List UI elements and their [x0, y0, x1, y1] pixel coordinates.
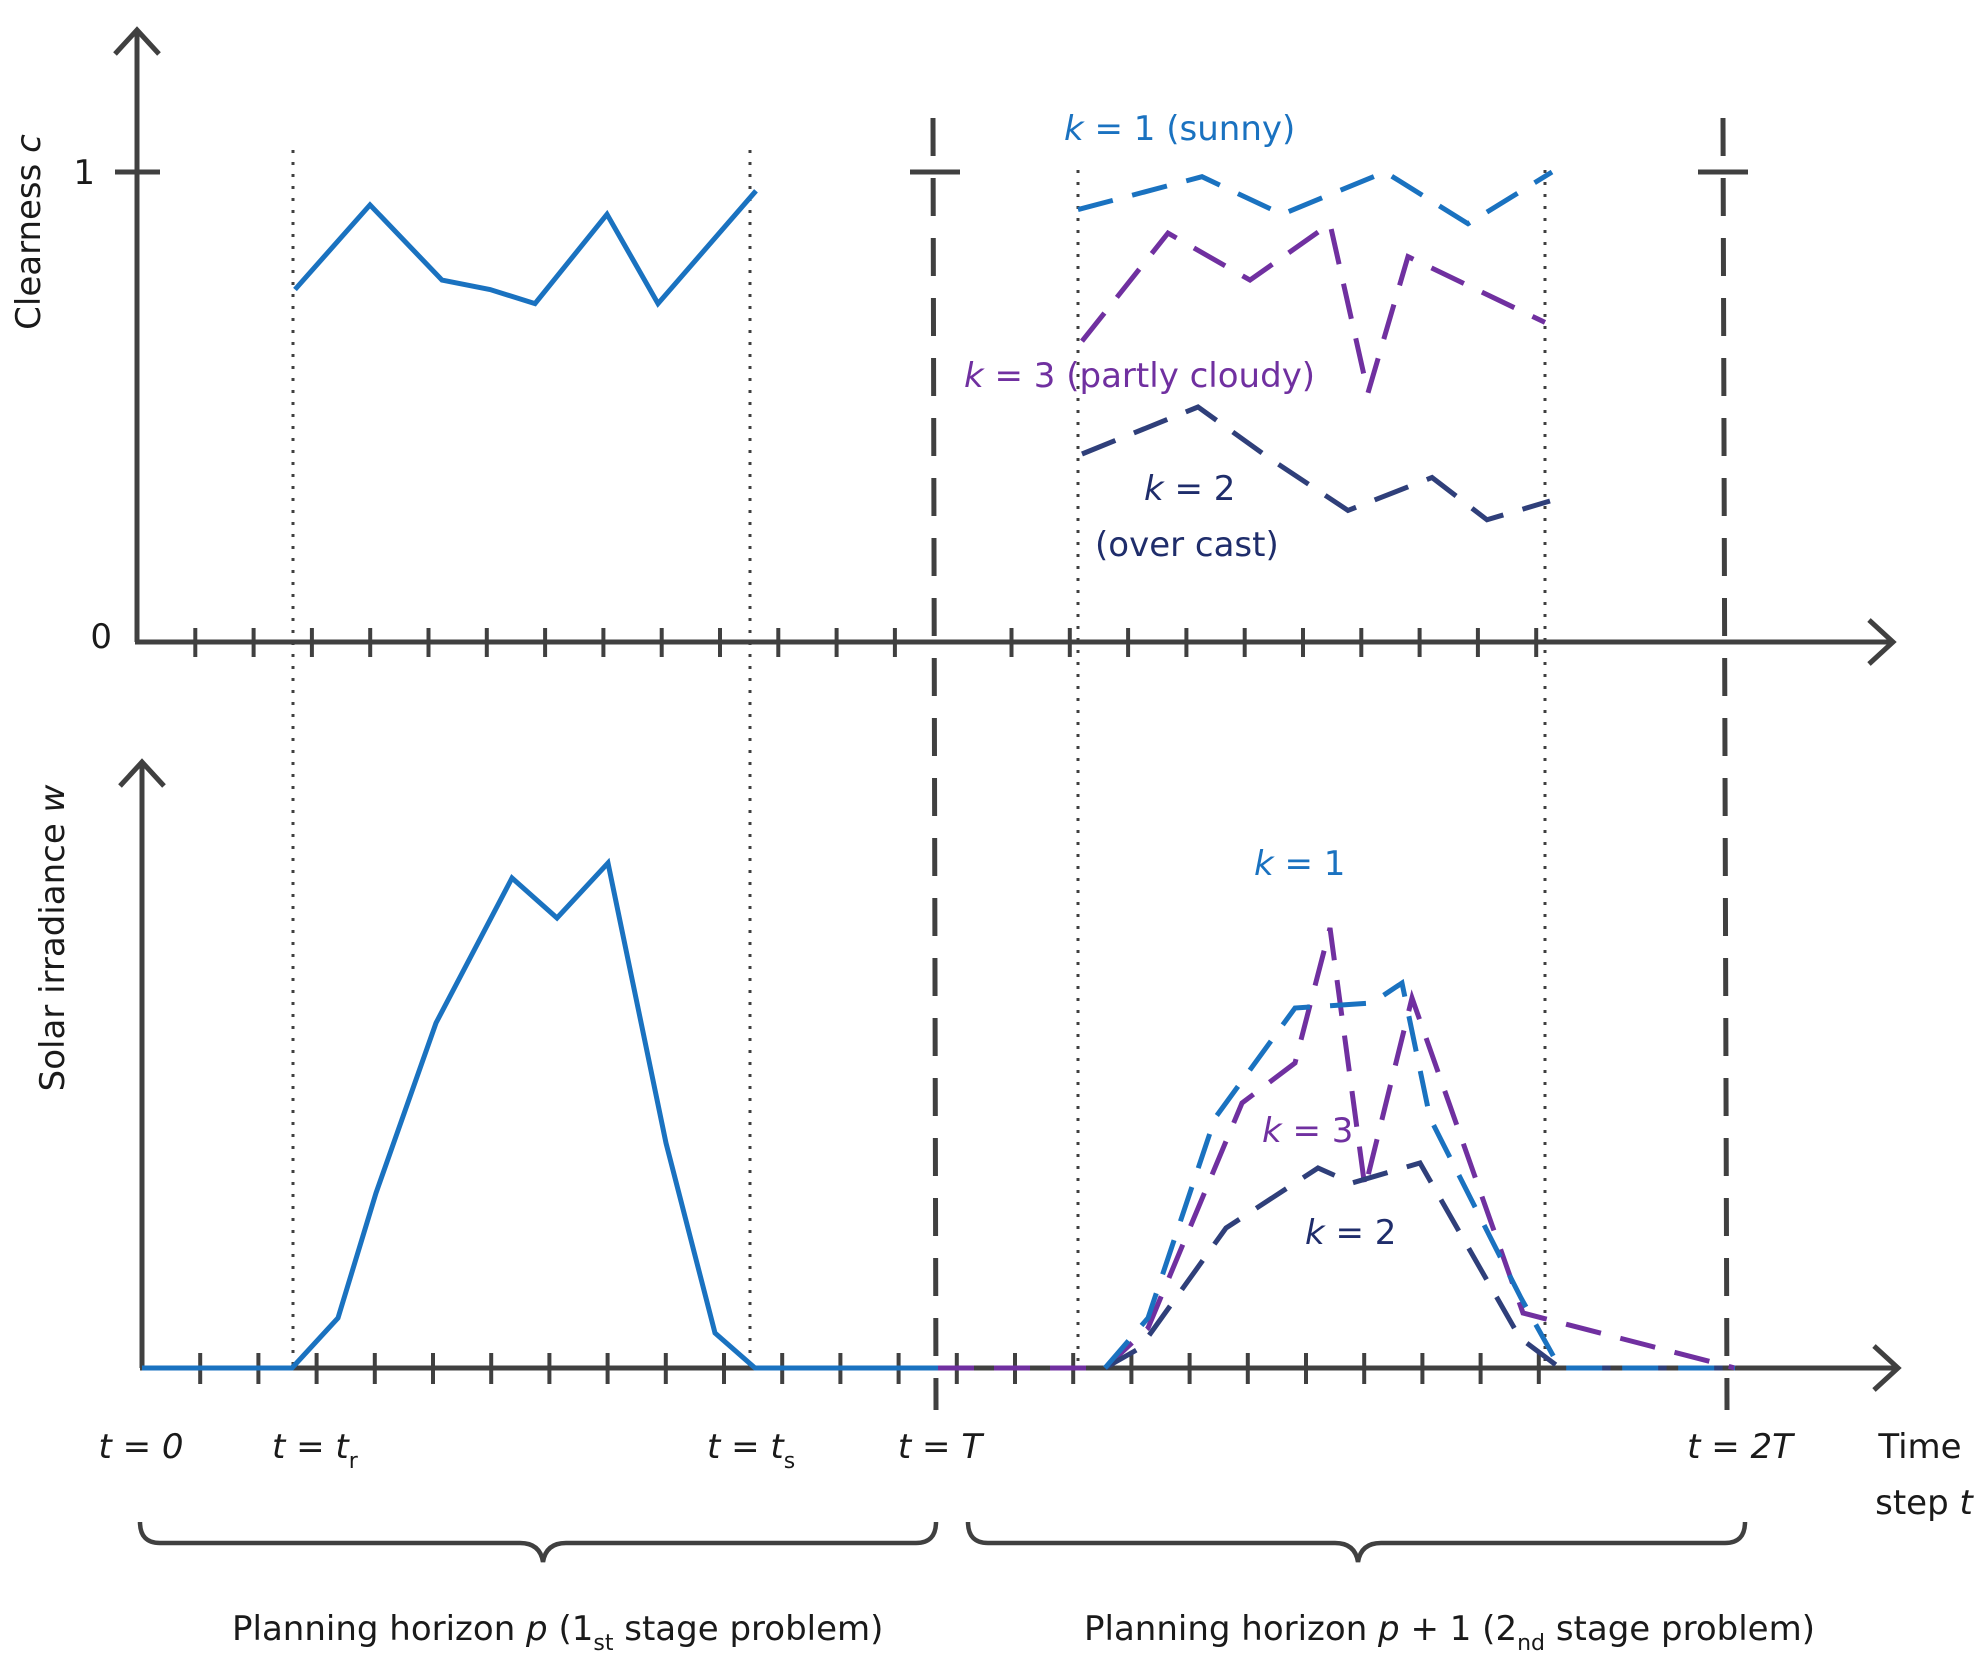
irradiance-scenario-k1-line [1103, 978, 1735, 1371]
irradiance-observed-line [142, 857, 938, 1371]
time-label-t0: t = 0 [98, 1427, 183, 1467]
label-k1-bottom: k = 1 [1254, 844, 1345, 884]
time-axis-title-line1: Time [1877, 1427, 1961, 1467]
top-y-axis-label: Clearness c [9, 134, 49, 330]
time-label-ts: t = ts [707, 1427, 795, 1474]
irradiance-scenario-k3-line [938, 927, 1736, 1371]
dashed-separator-2T [1720, 117, 1730, 1411]
top-x-ticks [193, 628, 1539, 657]
scenario-labels: k = 1 (sunny) k = 3 (partly cloudy) k = … [964, 109, 1396, 1253]
top-y-tick-label-1: 1 [73, 153, 95, 193]
brace-horizon-p1 [965, 1521, 1748, 1563]
time-labels: t = 0 t = tr t = ts t = T t = 2T Time st… [98, 1427, 1974, 1523]
bottom-y-axis-label: Solar irradiance w [33, 784, 73, 1091]
irradiance-scenario-k2-line [1103, 1160, 1735, 1371]
dotted-guides [291, 150, 1547, 1368]
dashed-separators [930, 117, 1730, 1411]
time-label-2T: t = 2T [1687, 1427, 1795, 1467]
time-axis-title-line2: step t [1875, 1483, 1974, 1523]
clearness-observed-line [293, 189, 758, 308]
time-label-tr: t = tr [272, 1427, 359, 1474]
horizon-braces [137, 1521, 1748, 1563]
clearness-scenario-k2-line [1081, 404, 1551, 523]
label-k2-overcast-line1: k = 2 [1144, 469, 1235, 509]
label-k3-bottom: k = 3 [1262, 1111, 1353, 1151]
time-label-T: t = T [898, 1427, 984, 1467]
dashed-separator-T [930, 117, 939, 1411]
clearness-scenario-k3-line [1080, 219, 1547, 403]
label-k3-partly-cloudy: k = 3 (partly cloudy) [964, 356, 1315, 396]
horizon-label-p1: Planning horizon p + 1 (2nd stage proble… [1084, 1609, 1815, 1656]
top-y-tick-label-0: 0 [90, 617, 112, 657]
horizon-labels: Planning horizon p (1st stage problem) P… [232, 1609, 1815, 1656]
label-k1-sunny: k = 1 (sunny) [1064, 109, 1295, 149]
brace-horizon-p [137, 1521, 939, 1563]
label-k2-bottom: k = 2 [1305, 1213, 1396, 1253]
clearness-scenario-k1-line [1077, 169, 1554, 227]
label-k2-overcast-line2: (over cast) [1095, 525, 1279, 565]
horizon-label-p: Planning horizon p (1st stage problem) [232, 1609, 883, 1656]
bottom-panel: Solar irradiance w [33, 758, 1902, 1392]
top-panel: 1 0 Clearness c [9, 26, 1897, 666]
